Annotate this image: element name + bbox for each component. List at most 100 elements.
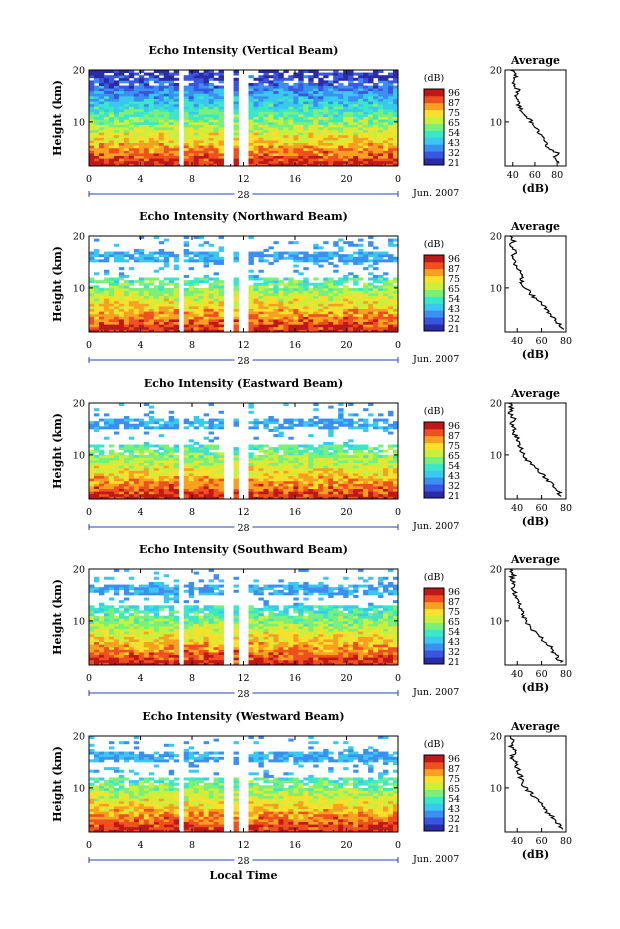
heatmap-cell bbox=[268, 108, 274, 112]
heatmap-cell bbox=[218, 460, 224, 464]
heatmap-cell bbox=[158, 106, 165, 110]
heatmap-cell bbox=[188, 439, 195, 443]
heatmap-cell bbox=[338, 90, 344, 94]
heatmap-cell bbox=[353, 467, 359, 471]
heatmap-cell bbox=[89, 473, 95, 477]
heatmap-cell bbox=[298, 421, 304, 425]
heatmap-cell bbox=[323, 483, 329, 487]
heatmap-cell bbox=[188, 140, 195, 144]
heatmap-cell bbox=[233, 306, 239, 310]
heatmap-cell bbox=[263, 460, 269, 464]
heatmap-cell bbox=[183, 85, 190, 89]
heatmap-cell bbox=[108, 473, 115, 477]
heatmap-cell bbox=[208, 465, 214, 469]
heatmap-cell bbox=[263, 486, 269, 490]
heatmap-cell bbox=[383, 470, 389, 474]
heatmap-cell bbox=[218, 287, 224, 291]
heatmap-cell bbox=[148, 101, 155, 105]
heatmap-cell bbox=[123, 415, 130, 419]
heatmap-cell bbox=[108, 311, 115, 315]
heatmap-cell bbox=[148, 129, 155, 133]
heatmap-cell bbox=[363, 124, 369, 128]
heatmap-cell bbox=[353, 426, 359, 430]
heatmap-cell bbox=[353, 114, 359, 118]
heatmap-cell bbox=[273, 488, 279, 492]
heatmap-cell bbox=[173, 277, 180, 281]
heatmap-cell bbox=[168, 150, 175, 154]
heatmap-cell bbox=[248, 85, 254, 89]
heatmap-cell bbox=[293, 282, 299, 286]
heatmap-cell bbox=[328, 108, 334, 112]
heatmap-cell bbox=[313, 251, 319, 255]
heatmap-cell bbox=[343, 256, 349, 260]
heatmap-cell bbox=[298, 134, 304, 138]
heatmap-cell bbox=[283, 300, 289, 304]
heatmap-cell bbox=[288, 421, 294, 425]
heatmap-cell bbox=[143, 295, 150, 299]
heatmap-cell bbox=[378, 134, 384, 138]
heatmap-cell bbox=[343, 449, 349, 453]
heatmap-cell bbox=[89, 454, 95, 458]
heatmap-cell bbox=[283, 119, 289, 123]
heatmap-cell bbox=[363, 319, 369, 323]
heatmap-cell bbox=[108, 106, 115, 110]
heatmap-cell bbox=[338, 313, 344, 317]
heatmap-cell bbox=[138, 248, 145, 252]
heatmap-cell bbox=[308, 153, 314, 157]
heatmap-cell bbox=[293, 488, 299, 492]
heatmap-cell bbox=[248, 155, 254, 159]
heatmap-cell bbox=[203, 256, 210, 260]
heatmap-cell bbox=[173, 467, 180, 471]
heatmap-cell bbox=[133, 101, 140, 105]
heatmap-cell bbox=[298, 287, 304, 291]
heatmap-cell bbox=[98, 473, 105, 477]
heatmap-cell bbox=[348, 98, 354, 102]
heatmap-cell bbox=[89, 329, 95, 333]
heatmap-cell bbox=[198, 483, 205, 487]
heatmap-cell bbox=[213, 261, 219, 265]
heatmap-cell bbox=[308, 329, 314, 333]
heatmap-cell bbox=[233, 77, 239, 81]
heatmap-cell bbox=[333, 155, 339, 159]
heatmap-cell bbox=[383, 124, 389, 128]
heatmap-cell bbox=[338, 403, 344, 406]
panel-title: Echo Intensity (Northward Beam) bbox=[139, 210, 348, 223]
heatmap-cell bbox=[378, 80, 384, 84]
heatmap-cell bbox=[273, 321, 279, 325]
heatmap-cell bbox=[328, 103, 334, 107]
heatmap-cell bbox=[318, 85, 324, 89]
heatmap-cell bbox=[393, 423, 399, 427]
heatmap-cell bbox=[208, 313, 214, 317]
heatmap-cell bbox=[153, 142, 160, 146]
heatmap-cell bbox=[308, 434, 314, 438]
heatmap-cell bbox=[293, 496, 299, 500]
heatmap-cell bbox=[343, 150, 349, 154]
heatmap-cell bbox=[188, 311, 195, 315]
heatmap-cell bbox=[153, 98, 160, 102]
heatmap-cell bbox=[338, 483, 344, 487]
heatmap-cell bbox=[89, 324, 95, 328]
heatmap-cell bbox=[138, 116, 145, 120]
heatmap-cell bbox=[168, 163, 175, 167]
heatmap-cell bbox=[323, 160, 329, 164]
heatmap-cell bbox=[98, 478, 105, 482]
heatmap-cell bbox=[183, 473, 190, 477]
heatmap-cell bbox=[123, 132, 130, 136]
heatmap-cell bbox=[89, 426, 95, 430]
heatmap-cell bbox=[373, 306, 379, 310]
heatmap-cell bbox=[148, 454, 155, 458]
heatmap-cell bbox=[203, 493, 210, 497]
heatmap-cell bbox=[278, 493, 284, 497]
heatmap-cell bbox=[218, 124, 224, 128]
heatmap-cell bbox=[353, 298, 359, 302]
heatmap-cell bbox=[283, 70, 289, 73]
heatmap-cell bbox=[273, 308, 279, 312]
heatmap-cell bbox=[128, 324, 135, 328]
heatmap-cell bbox=[328, 101, 334, 105]
heatmap-cell bbox=[318, 293, 324, 297]
heatmap-cell bbox=[93, 106, 100, 110]
heatmap-cell bbox=[193, 300, 200, 304]
heatmap-cell bbox=[89, 306, 95, 310]
heatmap-cell bbox=[158, 460, 165, 464]
heatmap-cell bbox=[283, 303, 289, 307]
